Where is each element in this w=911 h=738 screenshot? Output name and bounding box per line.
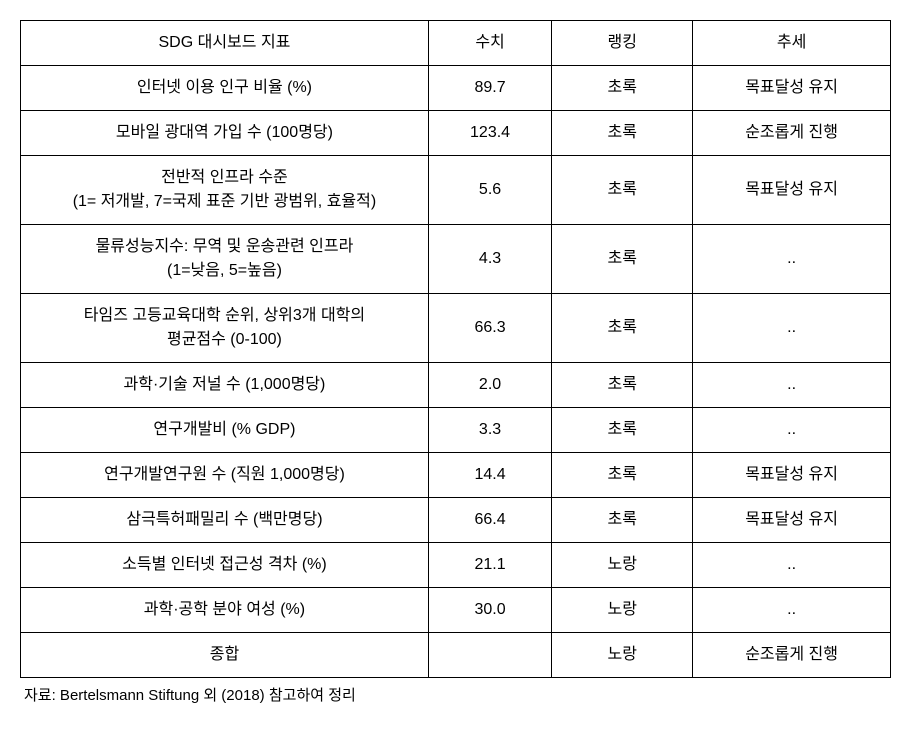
cell-indicator: 타임즈 고등교육대학 순위, 상위3개 대학의 평균점수 (0-100) [21,294,429,363]
cell-trend: .. [693,294,891,363]
table-row: 과학·공학 분야 여성 (%)30.0노랑.. [21,588,891,633]
cell-ranking: 초록 [552,111,693,156]
cell-ranking: 초록 [552,453,693,498]
cell-trend: 목표달성 유지 [693,156,891,225]
cell-trend: 목표달성 유지 [693,498,891,543]
cell-value [428,633,551,678]
table-row: 전반적 인프라 수준 (1= 저개발, 7=국제 표준 기반 광범위, 효율적)… [21,156,891,225]
cell-indicator: 물류성능지수: 무역 및 운송관련 인프라 (1=낮음, 5=높음) [21,225,429,294]
source-note: 자료: Bertelsmann Stiftung 외 (2018) 참고하여 정… [20,684,891,705]
cell-indicator: 과학·기술 저널 수 (1,000명당) [21,363,429,408]
cell-indicator: 소득별 인터넷 접근성 격차 (%) [21,543,429,588]
table-row: 모바일 광대역 가입 수 (100명당)123.4초록순조롭게 진행 [21,111,891,156]
cell-ranking: 노랑 [552,633,693,678]
cell-value: 66.4 [428,498,551,543]
sdg-table-container: SDG 대시보드 지표 수치 랭킹 추세 인터넷 이용 인구 비율 (%)89.… [20,20,891,705]
cell-value: 89.7 [428,66,551,111]
cell-value: 3.3 [428,408,551,453]
cell-ranking: 노랑 [552,543,693,588]
cell-indicator: 종합 [21,633,429,678]
cell-trend: .. [693,225,891,294]
table-row: 물류성능지수: 무역 및 운송관련 인프라 (1=낮음, 5=높음)4.3초록.… [21,225,891,294]
cell-value: 2.0 [428,363,551,408]
cell-trend: 목표달성 유지 [693,453,891,498]
cell-value: 4.3 [428,225,551,294]
header-ranking: 랭킹 [552,21,693,66]
cell-indicator: 인터넷 이용 인구 비율 (%) [21,66,429,111]
table-row: 종합 노랑순조롭게 진행 [21,633,891,678]
cell-trend: .. [693,543,891,588]
table-row: 소득별 인터넷 접근성 격차 (%)21.1노랑.. [21,543,891,588]
cell-ranking: 노랑 [552,588,693,633]
table-row: 삼극특허패밀리 수 (백만명당)66.4초록목표달성 유지 [21,498,891,543]
table-body: 인터넷 이용 인구 비율 (%)89.7초록목표달성 유지모바일 광대역 가입 … [21,66,891,678]
table-row: 타임즈 고등교육대학 순위, 상위3개 대학의 평균점수 (0-100)66.3… [21,294,891,363]
sdg-indicators-table: SDG 대시보드 지표 수치 랭킹 추세 인터넷 이용 인구 비율 (%)89.… [20,20,891,678]
cell-trend: 순조롭게 진행 [693,633,891,678]
header-value: 수치 [428,21,551,66]
cell-value: 30.0 [428,588,551,633]
cell-ranking: 초록 [552,294,693,363]
cell-value: 21.1 [428,543,551,588]
cell-ranking: 초록 [552,498,693,543]
cell-ranking: 초록 [552,225,693,294]
cell-value: 5.6 [428,156,551,225]
cell-ranking: 초록 [552,363,693,408]
cell-trend: .. [693,408,891,453]
cell-ranking: 초록 [552,408,693,453]
cell-trend: .. [693,363,891,408]
cell-trend: 목표달성 유지 [693,66,891,111]
cell-indicator: 연구개발비 (% GDP) [21,408,429,453]
header-trend: 추세 [693,21,891,66]
cell-trend: .. [693,588,891,633]
header-indicator: SDG 대시보드 지표 [21,21,429,66]
table-row: 인터넷 이용 인구 비율 (%)89.7초록목표달성 유지 [21,66,891,111]
cell-value: 14.4 [428,453,551,498]
table-row: 연구개발비 (% GDP)3.3초록.. [21,408,891,453]
cell-ranking: 초록 [552,156,693,225]
cell-indicator: 전반적 인프라 수준 (1= 저개발, 7=국제 표준 기반 광범위, 효율적) [21,156,429,225]
cell-indicator: 삼극특허패밀리 수 (백만명당) [21,498,429,543]
cell-ranking: 초록 [552,66,693,111]
table-row: 과학·기술 저널 수 (1,000명당)2.0초록.. [21,363,891,408]
cell-trend: 순조롭게 진행 [693,111,891,156]
cell-indicator: 연구개발연구원 수 (직원 1,000명당) [21,453,429,498]
cell-indicator: 과학·공학 분야 여성 (%) [21,588,429,633]
table-header-row: SDG 대시보드 지표 수치 랭킹 추세 [21,21,891,66]
cell-value: 66.3 [428,294,551,363]
cell-value: 123.4 [428,111,551,156]
cell-indicator: 모바일 광대역 가입 수 (100명당) [21,111,429,156]
table-row: 연구개발연구원 수 (직원 1,000명당)14.4초록목표달성 유지 [21,453,891,498]
